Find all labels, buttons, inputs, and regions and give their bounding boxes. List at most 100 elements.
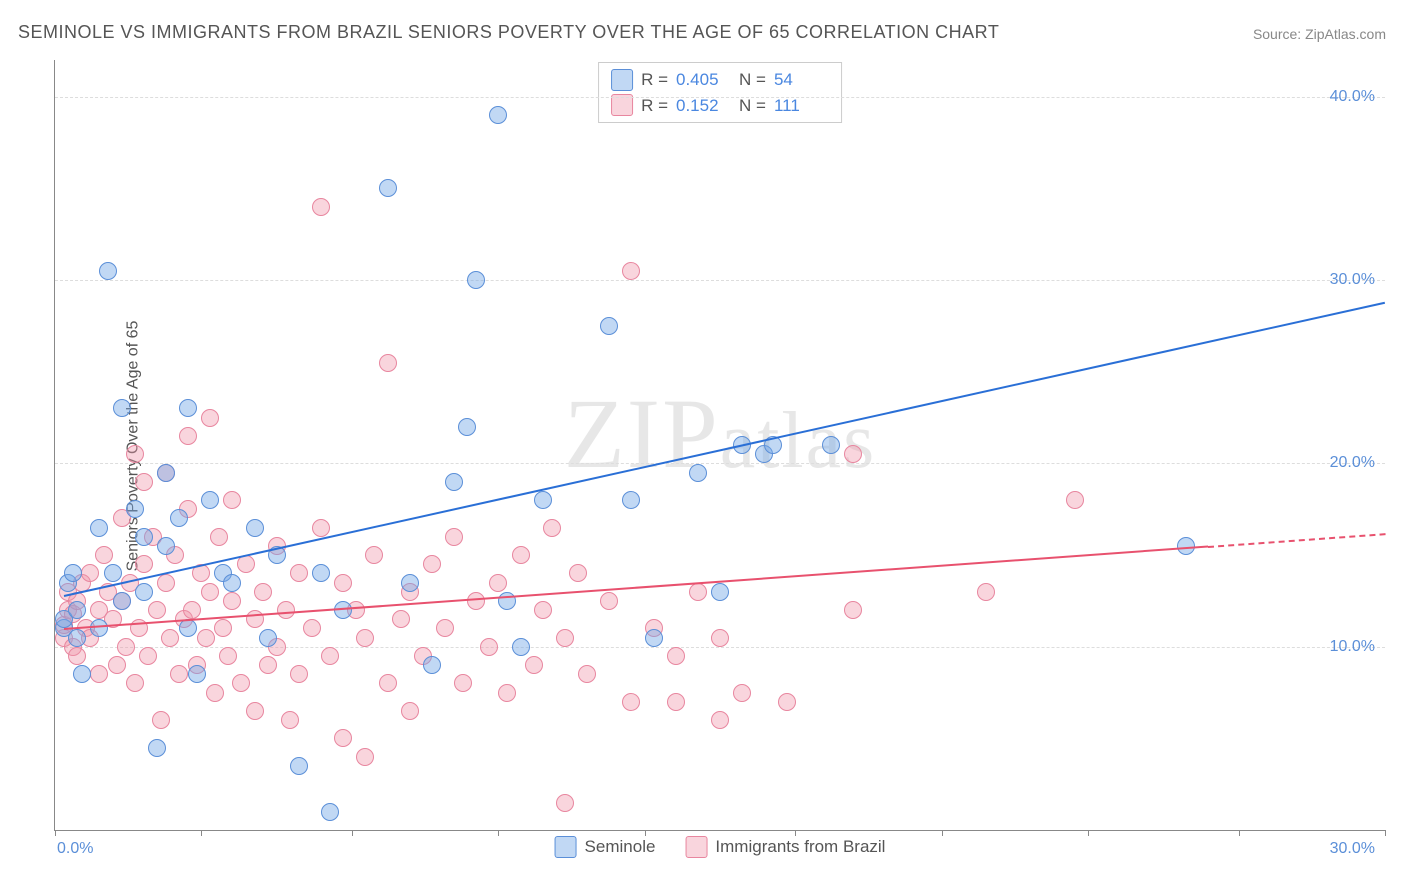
data-point [135, 473, 153, 491]
data-point [401, 702, 419, 720]
data-point [569, 564, 587, 582]
chart-title: SEMINOLE VS IMMIGRANTS FROM BRAZIL SENIO… [18, 22, 999, 43]
data-point [95, 546, 113, 564]
data-point [214, 619, 232, 637]
data-point [498, 684, 516, 702]
data-point [232, 674, 250, 692]
data-point [126, 500, 144, 518]
data-point [711, 629, 729, 647]
x-tick-mark [352, 830, 353, 836]
gridline [55, 463, 1385, 464]
x-tick-mark [55, 830, 56, 836]
x-tick-mark [1385, 830, 1386, 836]
y-tick-label: 30.0% [1330, 271, 1375, 289]
scatter-plot: ZIPatlas R =0.405 N =54 R =0.152 N =111 … [54, 60, 1385, 831]
data-point [126, 445, 144, 463]
data-point [356, 629, 374, 647]
data-point [600, 317, 618, 335]
x-tick-mark [795, 830, 796, 836]
data-point [135, 528, 153, 546]
data-point [81, 564, 99, 582]
data-point [711, 711, 729, 729]
data-point [454, 674, 472, 692]
data-point [188, 665, 206, 683]
data-point [711, 583, 729, 601]
data-point [822, 436, 840, 454]
swatch-seminole [555, 836, 577, 858]
x-axis-max-label: 30.0% [1330, 840, 1375, 858]
gridline [55, 97, 1385, 98]
data-point [90, 619, 108, 637]
data-point [223, 592, 241, 610]
data-point [733, 684, 751, 702]
data-point [1066, 491, 1084, 509]
data-point [170, 665, 188, 683]
data-point [379, 354, 397, 372]
data-point [117, 638, 135, 656]
data-point [170, 509, 188, 527]
data-point [206, 684, 224, 702]
data-point [312, 519, 330, 537]
data-point [246, 519, 264, 537]
data-point [392, 610, 410, 628]
y-tick-label: 10.0% [1330, 638, 1375, 656]
data-point [64, 564, 82, 582]
data-point [512, 638, 530, 656]
data-point [467, 592, 485, 610]
data-point [152, 711, 170, 729]
data-point [259, 629, 277, 647]
data-point [219, 647, 237, 665]
data-point [467, 271, 485, 289]
data-point [480, 638, 498, 656]
data-point [201, 409, 219, 427]
data-point [667, 647, 685, 665]
data-point [445, 528, 463, 546]
data-point [290, 564, 308, 582]
data-point [622, 693, 640, 711]
data-point [356, 748, 374, 766]
y-tick-label: 40.0% [1330, 88, 1375, 106]
data-point [281, 711, 299, 729]
data-point [201, 583, 219, 601]
data-point [90, 519, 108, 537]
data-point [321, 803, 339, 821]
data-point [73, 665, 91, 683]
data-point [68, 601, 86, 619]
data-point [645, 629, 663, 647]
data-point [290, 757, 308, 775]
data-point [223, 574, 241, 592]
data-point [303, 619, 321, 637]
data-point [179, 427, 197, 445]
data-point [321, 647, 339, 665]
data-point [423, 656, 441, 674]
data-point [525, 656, 543, 674]
data-point [139, 647, 157, 665]
data-point [259, 656, 277, 674]
correlation-legend: R =0.405 N =54 R =0.152 N =111 [598, 62, 842, 123]
data-point [622, 262, 640, 280]
source-label: Source: ZipAtlas.com [1253, 26, 1386, 42]
data-point [104, 564, 122, 582]
x-axis-min-label: 0.0% [57, 840, 93, 858]
data-point [401, 574, 419, 592]
data-point [157, 574, 175, 592]
data-point [844, 601, 862, 619]
data-point [689, 583, 707, 601]
data-point [179, 399, 197, 417]
data-point [489, 106, 507, 124]
data-point [600, 592, 618, 610]
x-tick-mark [645, 830, 646, 836]
data-point [201, 491, 219, 509]
data-point [689, 464, 707, 482]
data-point [334, 729, 352, 747]
data-point [489, 574, 507, 592]
data-point [113, 592, 131, 610]
gridline [55, 647, 1385, 648]
data-point [68, 629, 86, 647]
series-legend: Seminole Immigrants from Brazil [555, 836, 886, 858]
data-point [113, 399, 131, 417]
data-point [334, 574, 352, 592]
data-point [157, 464, 175, 482]
swatch-seminole [611, 69, 633, 91]
data-point [534, 601, 552, 619]
